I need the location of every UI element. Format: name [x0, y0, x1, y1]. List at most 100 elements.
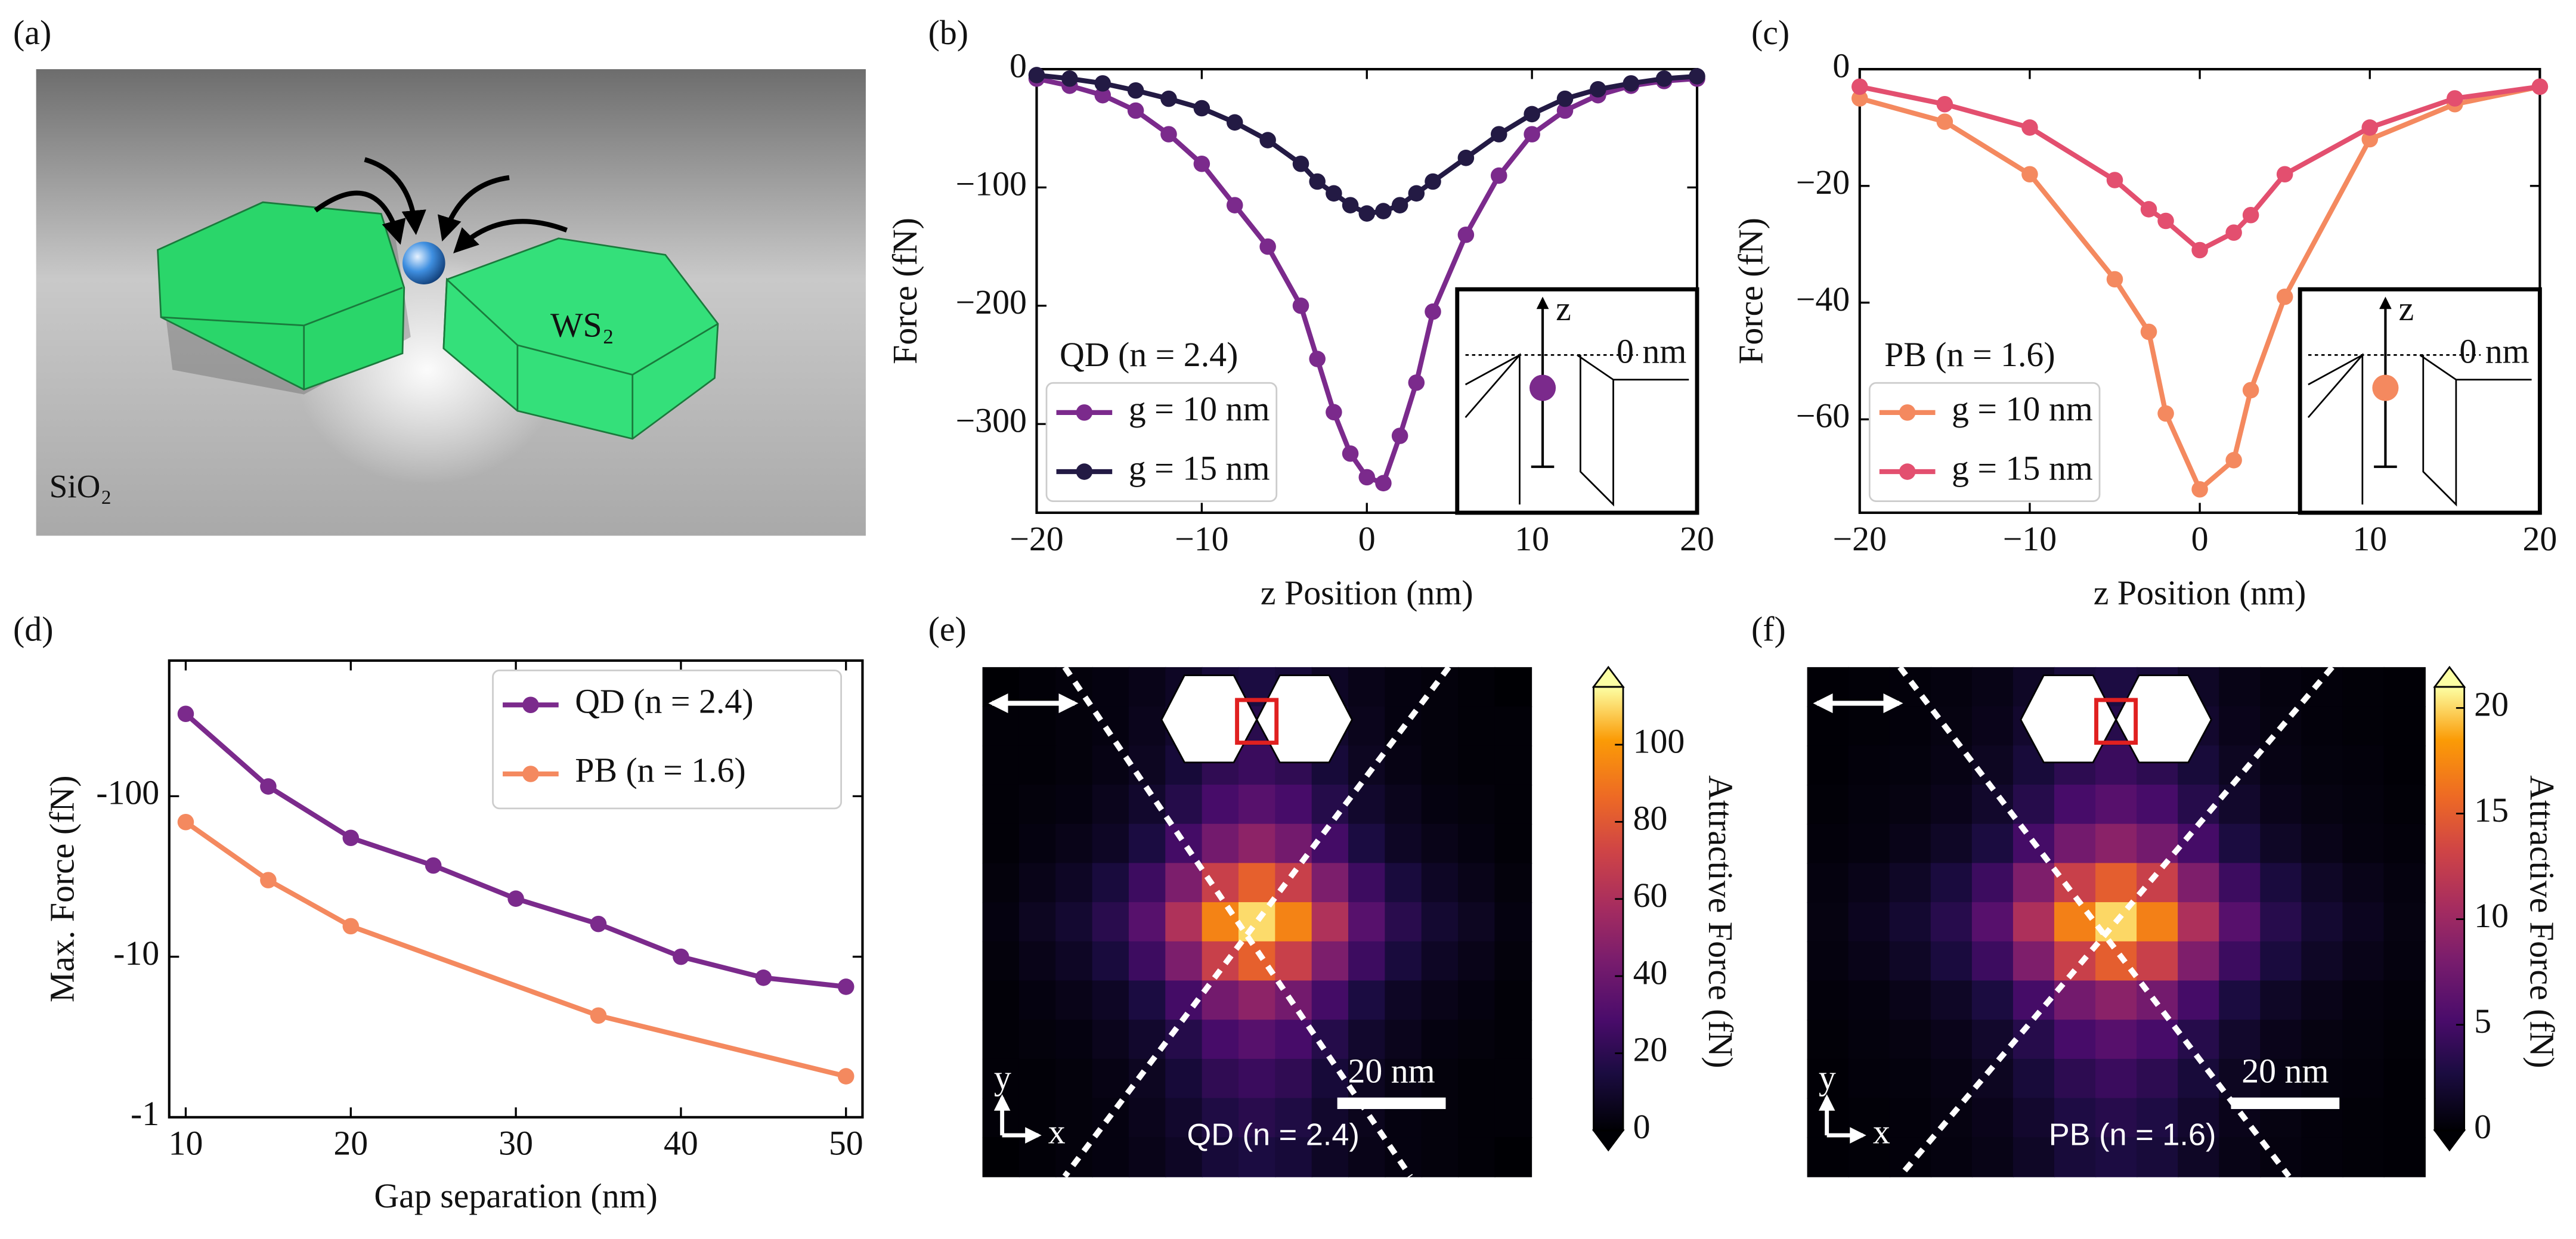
heat-cell	[1128, 667, 1166, 707]
heat-cell	[1018, 980, 1057, 1021]
data-point	[1408, 185, 1425, 202]
heat-cell	[1848, 745, 1891, 786]
heat-cell	[1238, 980, 1276, 1021]
heat-cell	[1930, 902, 1973, 943]
data-point	[2447, 90, 2463, 107]
heat-cell	[2095, 745, 2138, 786]
heat-cell	[2219, 1020, 2261, 1060]
axis-x-label: x	[1873, 1112, 1890, 1151]
colorbar-tick-label: 0	[2474, 1107, 2491, 1146]
data-point	[507, 890, 524, 907]
legend-label: QD (n = 2.4)	[575, 682, 753, 721]
x-tick-label: 30	[499, 1124, 533, 1163]
panel-label: (c)	[1751, 13, 1789, 52]
heat-cell	[1889, 941, 1932, 981]
data-point	[1061, 70, 1078, 87]
data-point	[2021, 119, 2038, 136]
heat-cell	[2301, 1058, 2343, 1099]
heat-cell	[2219, 706, 2261, 747]
colorbar-label: Attractive Force (fN)	[2522, 775, 2561, 1068]
data-point	[342, 918, 360, 935]
heat-cell	[2260, 823, 2302, 864]
heat-cell	[1807, 745, 1850, 786]
heat-cell	[2260, 745, 2302, 786]
heat-cell	[1494, 1058, 1532, 1099]
x-tick-label: 10	[169, 1124, 203, 1163]
data-point	[1309, 173, 1326, 190]
heat-cell	[1494, 980, 1532, 1021]
heat-cell	[2342, 1020, 2385, 1060]
colorbar-tick-label: 10	[2474, 896, 2509, 935]
heatmap-chart: yx 20 nm PB (n = 1.6) (f) 0 5 10 15 20 Attractive…	[1751, 609, 2561, 1179]
data-point	[2276, 288, 2293, 305]
data-point	[1391, 197, 1408, 213]
heat-cell	[1165, 1020, 1203, 1060]
legend-marker	[1899, 404, 1916, 421]
heat-cell	[2301, 941, 2343, 981]
heat-cell	[1421, 902, 1459, 943]
heat-cell	[2054, 1137, 2097, 1178]
data-point	[1028, 67, 1045, 83]
heat-cell	[1971, 980, 2014, 1021]
heat-cell	[1348, 1137, 1386, 1178]
heat-cell	[1889, 706, 1932, 747]
heat-cell	[2342, 941, 2385, 981]
heat-cell	[1311, 1137, 1349, 1178]
heat-cell	[1930, 1098, 1973, 1138]
panel-label: (b)	[928, 13, 968, 52]
heat-cell	[1128, 1058, 1166, 1099]
heat-cell	[1807, 863, 1850, 903]
heat-cell	[2383, 784, 2426, 825]
data-point	[1342, 445, 1359, 462]
flake-outline	[2115, 674, 2212, 764]
heat-cell	[1202, 784, 1240, 825]
heat-cell	[1930, 941, 1973, 981]
illustration: (a) SiO₂ WS₂	[13, 13, 866, 536]
y-tick-label: -1	[131, 1094, 159, 1133]
inset-frame	[1455, 287, 1699, 515]
heat-cell	[1458, 823, 1496, 864]
heat-cell	[1202, 1058, 1240, 1099]
heat-cell	[2301, 823, 2343, 864]
heat-cell	[982, 823, 1020, 864]
colorbar-tick-label: 80	[1633, 799, 1668, 838]
heat-cell	[2342, 1098, 2385, 1138]
heat-cell	[1275, 1020, 1313, 1060]
heat-cell	[1128, 902, 1166, 943]
heat-cell	[1311, 784, 1349, 825]
heat-cell	[2012, 1098, 2055, 1138]
heat-cell	[1055, 1058, 1093, 1099]
heat-cell	[1238, 941, 1276, 981]
heat-cell	[2012, 1058, 2055, 1099]
data-point	[755, 969, 772, 986]
heat-cell	[2342, 823, 2385, 864]
heat-cell	[2301, 1137, 2343, 1178]
heat-cell	[2054, 784, 2097, 825]
heat-cell	[1202, 1098, 1240, 1138]
field-boundary	[1897, 665, 2334, 1179]
line-chart: 10 20 30 40 50 -1 -10 -100 Gap separation (nm) Ma…	[13, 609, 864, 1215]
colorbar-frame	[1593, 686, 1624, 1132]
heat-cell	[1807, 706, 1850, 747]
data-point	[1655, 70, 1673, 87]
data-point	[1094, 75, 1111, 92]
heat-cell	[1385, 980, 1423, 1021]
heat-cell	[1385, 1058, 1423, 1099]
heat-cell	[1348, 902, 1386, 943]
data-point	[2242, 382, 2259, 399]
legend-marker	[522, 696, 539, 714]
panel-label: (a)	[13, 13, 51, 52]
heat-cell	[982, 1137, 1020, 1178]
data-point	[1556, 102, 1574, 119]
heat-cell	[2137, 1137, 2179, 1178]
heat-cell	[1930, 745, 1973, 786]
heat-cell	[2260, 902, 2302, 943]
heat-cell	[1385, 1020, 1423, 1060]
legend-label: g = 15 nm	[1129, 448, 1270, 487]
data-point	[2157, 212, 2174, 230]
heat-cell	[1238, 902, 1276, 943]
data-point	[837, 978, 854, 995]
x-tick-label: 0	[1358, 519, 1376, 558]
heat-cell	[2012, 863, 2055, 903]
